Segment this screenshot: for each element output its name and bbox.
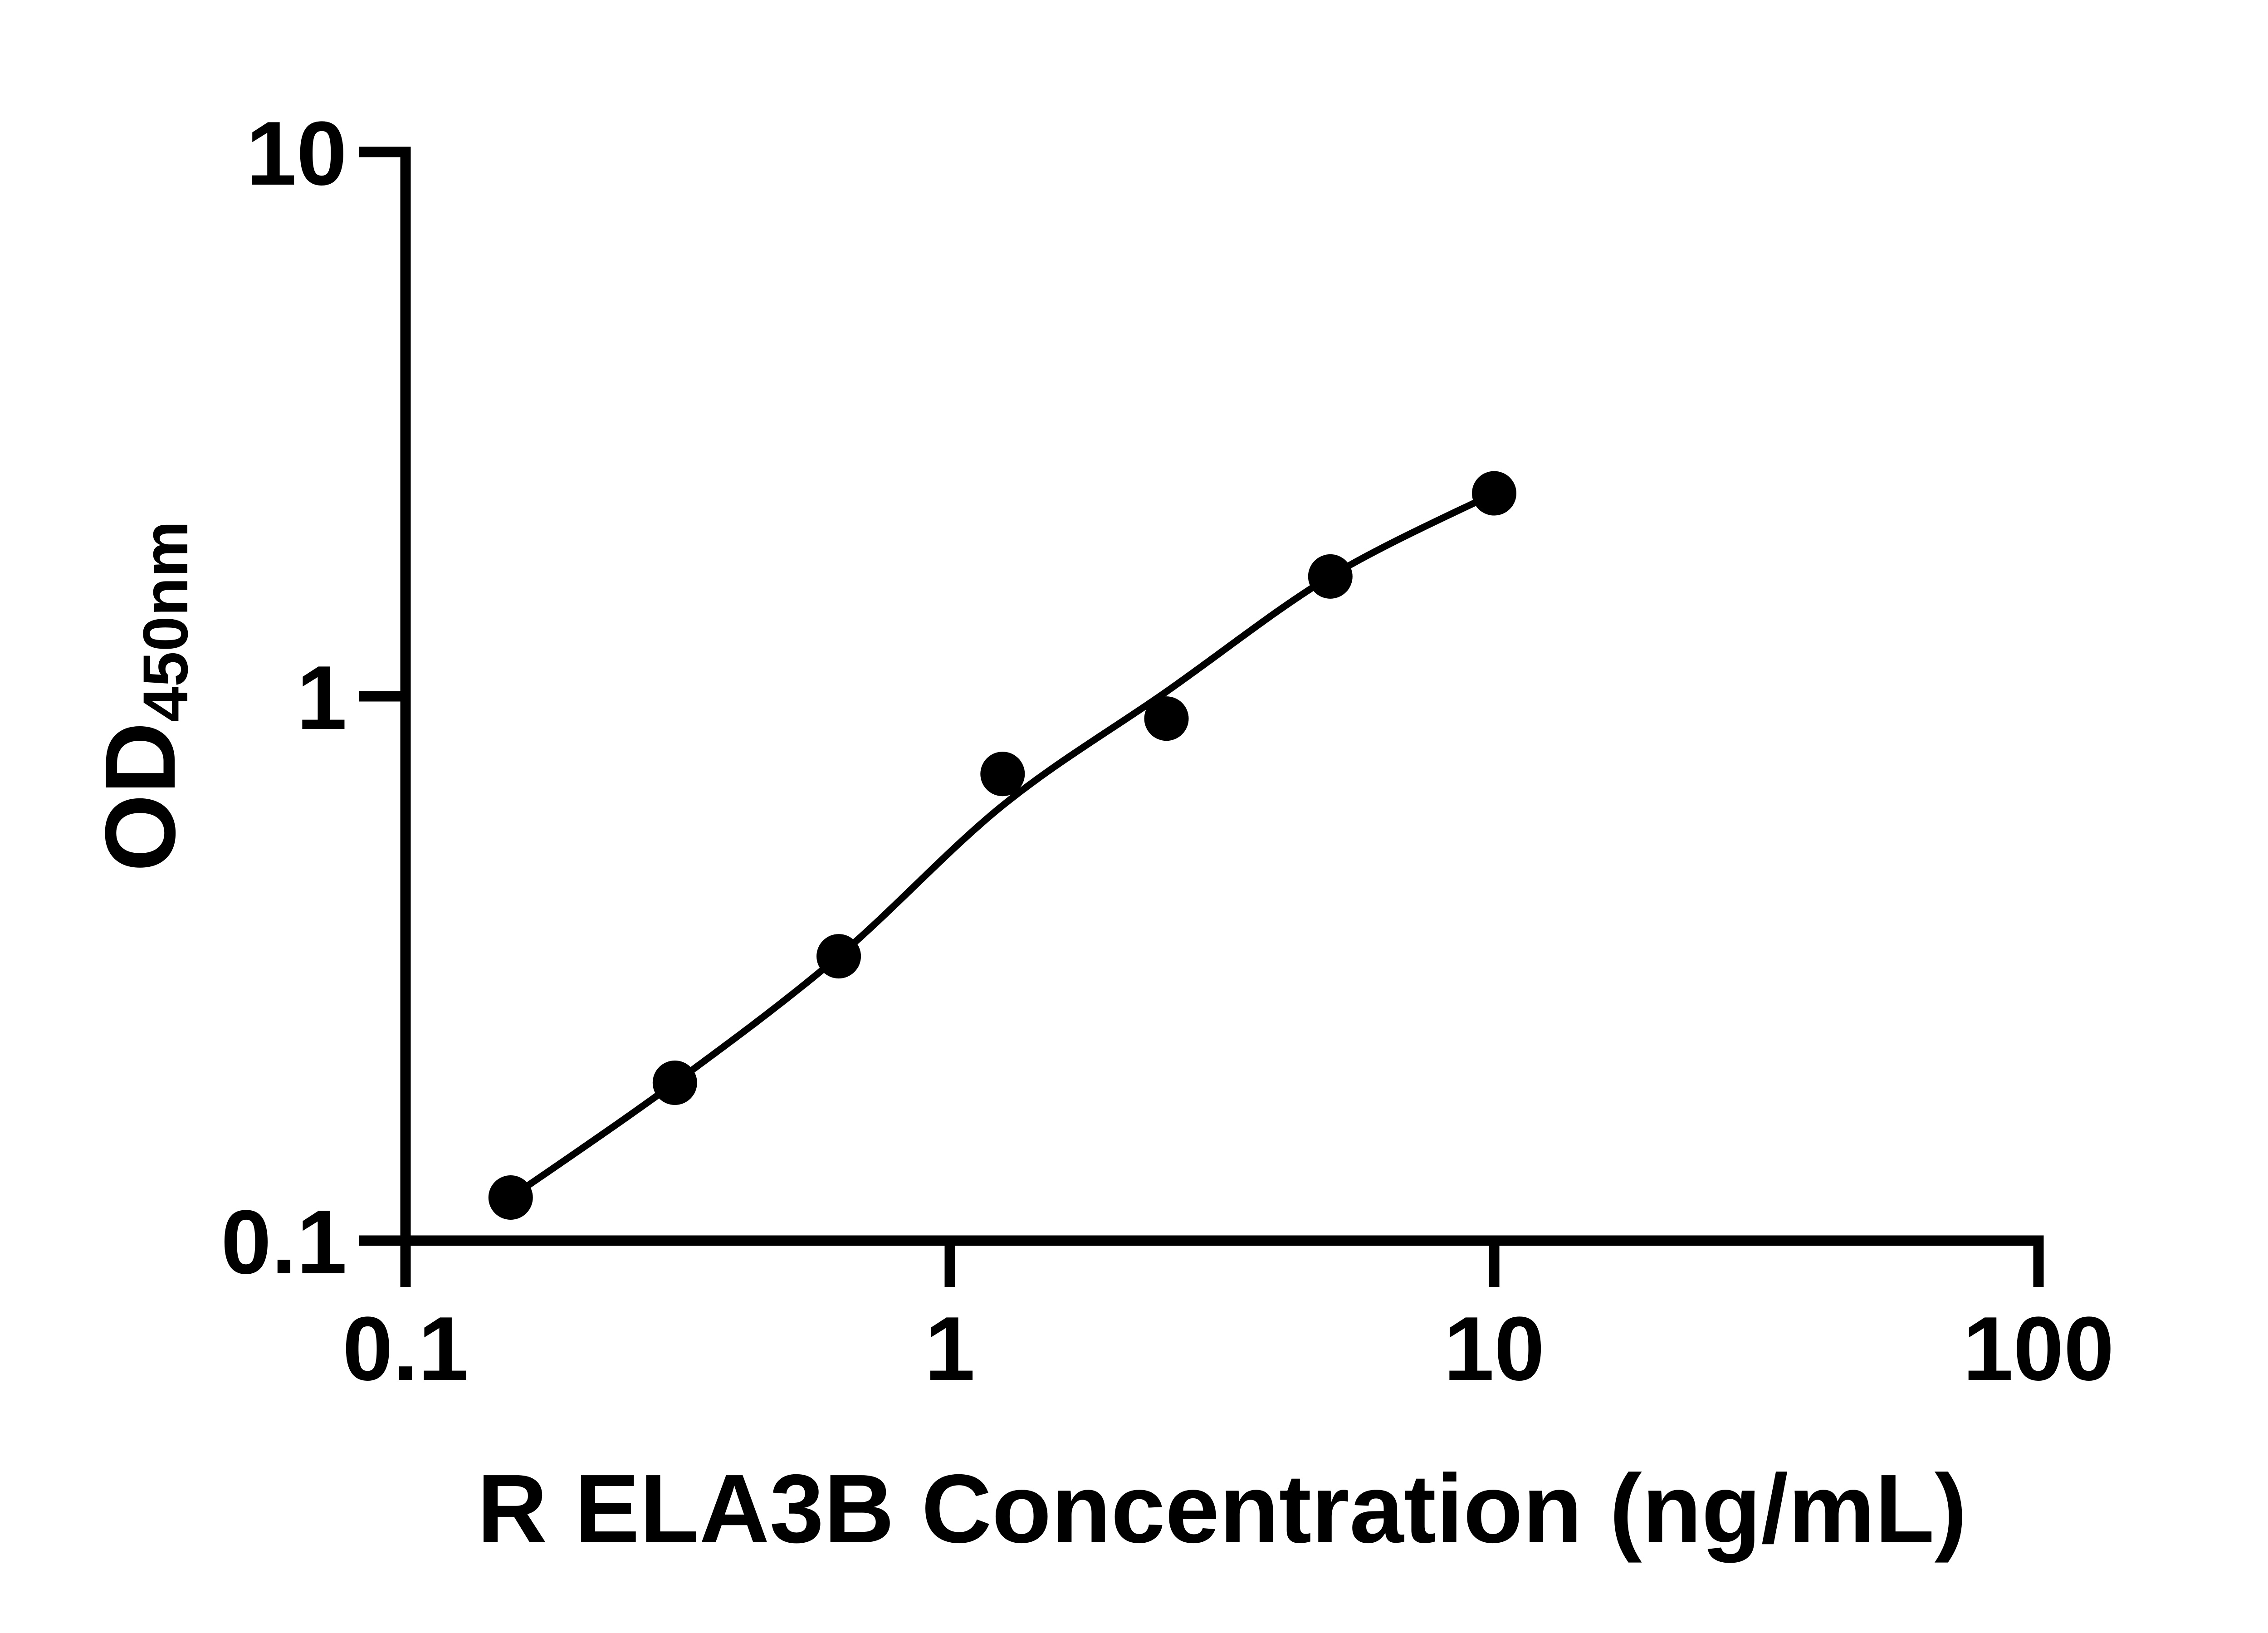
y-axis-title-main: OD (84, 722, 196, 872)
data-point-marker (488, 1175, 533, 1220)
y-tick-label: 1 (297, 647, 347, 748)
x-axis-title: R ELA3B Concentration (ng/mL) (477, 1454, 1967, 1563)
y-tick-label: 10 (246, 103, 347, 204)
x-tick-label: 1 (924, 1298, 975, 1399)
data-point-marker (1144, 696, 1189, 741)
y-axis-title-subscript: 450nm (130, 521, 201, 722)
y-tick-label: 0.1 (221, 1192, 347, 1293)
x-tick-label: 10 (1444, 1298, 1545, 1399)
data-point-marker (1308, 554, 1353, 599)
chart-generated-layer: 0.1 1 10 0.1 1 10 100 (221, 103, 2114, 1399)
y-axis-title: OD450nm (84, 521, 201, 872)
x-tick-label: 100 (1963, 1298, 2114, 1399)
x-tick-label: 0.1 (342, 1298, 469, 1399)
data-point-marker (1472, 471, 1516, 516)
data-point-marker (980, 752, 1025, 797)
data-point-marker (652, 1060, 697, 1105)
data-point-marker (816, 934, 861, 979)
